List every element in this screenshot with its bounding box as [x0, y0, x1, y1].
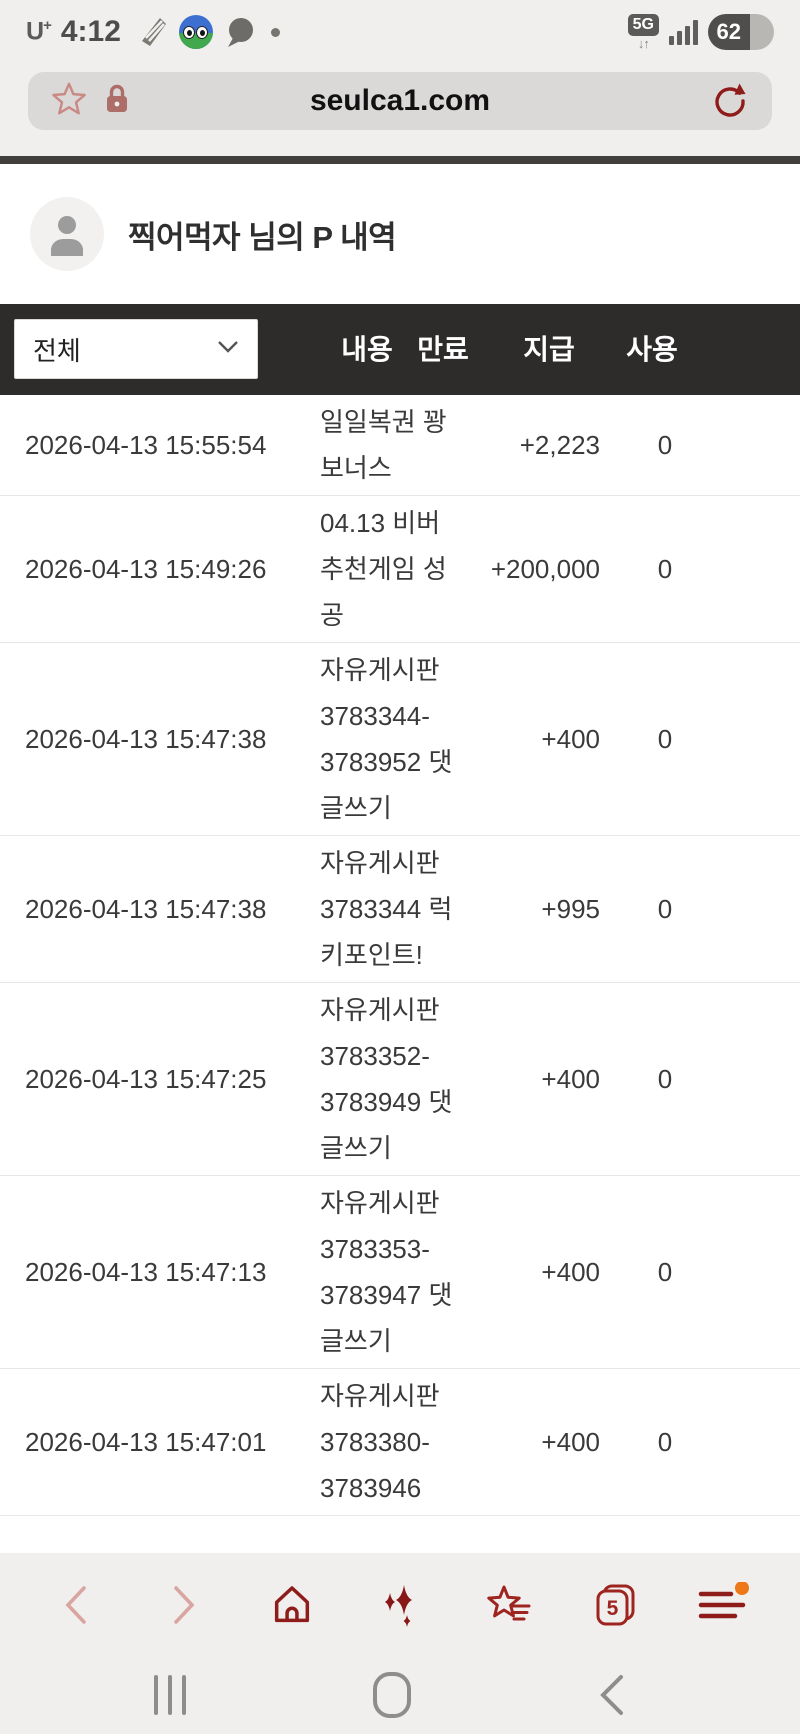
row-content: 일일복권 꽝 보너스 — [320, 407, 447, 483]
home-icon[interactable] — [260, 1573, 324, 1637]
signal-bars-icon — [669, 19, 698, 45]
bottom-bars: 5 — [0, 1553, 800, 1734]
table-row: 2026-04-13 15:47:38 자유게시판 3783344-378395… — [0, 643, 800, 836]
row-content: 자유게시판 3783352-3783949 댓글쓰기 — [320, 995, 453, 1163]
column-header-content: 내용 — [341, 334, 393, 365]
filter-select[interactable]: 전체 — [14, 319, 258, 379]
column-header-used: 사용 — [626, 334, 678, 365]
url-text[interactable]: seulca1.com — [309, 84, 491, 117]
row-date: 2026-04-13 15:47:38 — [25, 724, 267, 754]
menu-icon[interactable] — [692, 1573, 756, 1637]
row-amount: +2,223 — [519, 430, 600, 460]
network-5g-icon: 5G ↓↑ — [627, 14, 659, 50]
table-header: 전체 내용 만료 지급 사용 — [0, 304, 800, 395]
row-amount: +400 — [541, 1427, 600, 1457]
battery-percent: 62 — [708, 14, 750, 50]
chat-bubble-icon — [223, 15, 257, 49]
row-amount: +400 — [541, 1257, 600, 1287]
row-content: 자유게시판 3783344-3783952 댓글쓰기 — [320, 655, 453, 823]
refresh-icon[interactable] — [710, 81, 750, 121]
browser-chrome: seulca1.com — [0, 64, 800, 156]
status-bar: U+ 4:12 5G ↓↑ 62 — [0, 0, 800, 64]
carrier-label: U+ — [26, 17, 52, 46]
row-content: 자유게시판 3783380-3783946 — [320, 1381, 440, 1503]
row-amount: +400 — [541, 1064, 600, 1094]
row-used: 0 — [657, 894, 673, 924]
row-content: 04.13 비버 추천게임 성공 — [320, 508, 447, 630]
table-row: 2026-04-13 15:47:01 자유게시판 3783380-378394… — [0, 1369, 800, 1516]
row-content: 자유게시판 3783344 럭키포인트! — [320, 848, 453, 970]
row-used: 0 — [657, 554, 673, 584]
row-date: 2026-04-13 15:55:54 — [25, 430, 267, 460]
lock-icon — [104, 83, 130, 120]
more-dot — [270, 27, 280, 37]
row-date: 2026-04-13 15:49:26 — [25, 554, 267, 584]
row-used: 0 — [657, 1257, 673, 1287]
tab-count: 5 — [607, 1597, 619, 1620]
status-time: 4:12 — [60, 15, 121, 48]
menu-notification-dot — [735, 1582, 749, 1595]
recents-icon[interactable] — [130, 1660, 210, 1730]
profile-header: 찍어먹자 님의 P 내역 — [0, 164, 800, 304]
android-nav-bar — [0, 1657, 800, 1734]
browser-toolbar: 5 — [0, 1553, 800, 1657]
row-used: 0 — [657, 724, 673, 754]
row-amount: +400 — [541, 724, 600, 754]
bookmark-list-icon[interactable] — [476, 1573, 540, 1637]
table-row: 2026-04-13 15:49:26 04.13 비버 추천게임 성공 +20… — [0, 496, 800, 643]
column-header-expire: 만료 — [417, 334, 469, 365]
row-date: 2026-04-13 15:47:38 — [25, 894, 267, 924]
game-character-icon — [178, 15, 213, 49]
tabs-icon[interactable]: 5 — [584, 1573, 648, 1637]
back-chevron-icon[interactable] — [44, 1573, 108, 1637]
filter-select-value: 전체 — [33, 335, 81, 366]
table-row: 2026-04-13 15:47:13 자유게시판 3783353-378394… — [0, 1176, 800, 1369]
table-row: 2026-04-13 15:47:38 자유게시판 3783344 럭키포인트!… — [0, 836, 800, 983]
avatar — [30, 197, 104, 271]
row-amount: +995 — [541, 894, 600, 924]
sparkles-icon[interactable] — [368, 1573, 432, 1637]
page-title: 찍어먹자 님의 P 내역 — [128, 219, 397, 255]
battery-icon: 62 — [708, 14, 774, 50]
points-table-body: 2026-04-13 15:55:54 일일복권 꽝 보너스 +2,223 0 … — [0, 395, 800, 1516]
row-date: 2026-04-13 15:47:13 — [25, 1257, 267, 1287]
row-date: 2026-04-13 15:47:25 — [25, 1064, 267, 1094]
table-row: 2026-04-13 15:55:54 일일복권 꽝 보너스 +2,223 0 — [0, 395, 800, 496]
home-pill-icon[interactable] — [352, 1660, 432, 1730]
row-used: 0 — [657, 1064, 673, 1094]
column-header-paid: 지급 — [523, 334, 575, 365]
row-content: 자유게시판 3783353-3783947 댓글쓰기 — [320, 1188, 453, 1356]
row-date: 2026-04-13 15:47:01 — [25, 1427, 267, 1457]
chevron-down-icon — [217, 340, 239, 358]
back-icon[interactable] — [572, 1660, 652, 1730]
table-row: 2026-04-13 15:47:25 자유게시판 3783352-378394… — [0, 983, 800, 1176]
row-amount: +200,000 — [490, 554, 600, 584]
forward-chevron-icon[interactable] — [152, 1573, 216, 1637]
chrome-page-divider — [0, 156, 800, 164]
shoe-icon — [137, 14, 169, 50]
address-bar[interactable]: seulca1.com — [28, 72, 772, 130]
row-used: 0 — [657, 430, 673, 460]
bookmark-star-icon[interactable] — [50, 80, 88, 123]
row-used: 0 — [657, 1427, 673, 1457]
